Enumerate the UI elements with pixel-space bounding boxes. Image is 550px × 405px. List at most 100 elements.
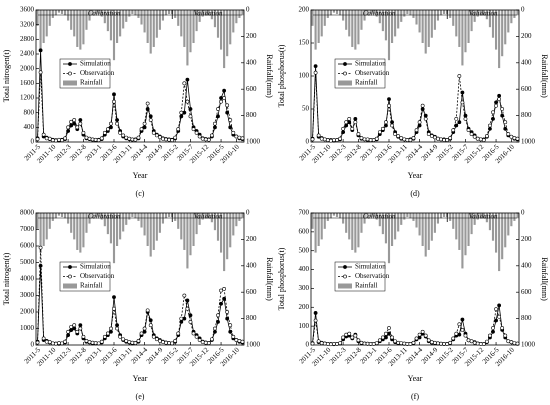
rainfall-bar [60, 10, 64, 14]
series-marker [503, 333, 508, 338]
series-marker [377, 130, 382, 135]
series-marker [420, 103, 425, 108]
legend-marker [68, 62, 72, 66]
rainfall-bar [439, 10, 443, 16]
series-marker [393, 339, 398, 344]
series-marker [448, 136, 453, 140]
rainfall-bar [491, 10, 495, 38]
rainfall-bar [338, 10, 342, 16]
series-marker [142, 121, 147, 126]
y-tick-label: 3200 [20, 20, 35, 28]
series-marker [63, 339, 67, 344]
rainfall-bar [488, 213, 492, 231]
series-marker [222, 88, 227, 93]
legend-marker [343, 71, 347, 76]
series-marker [503, 126, 508, 131]
series-marker [173, 135, 178, 140]
legend-label: Observation [355, 69, 390, 77]
series-marker [191, 331, 196, 336]
rainfall-bar [415, 10, 418, 25]
rainfall-bar [491, 213, 495, 241]
y2-tick-label: 400 [246, 58, 257, 66]
y2-tick-label: 400 [521, 58, 532, 66]
series-marker [213, 121, 217, 126]
series-marker [112, 99, 116, 104]
series-marker [454, 331, 459, 336]
series-marker [463, 333, 468, 338]
rainfall-bar [195, 213, 198, 235]
annotation: Validation [469, 10, 498, 18]
rainfall-bar [235, 10, 238, 24]
rainfall-bar [134, 213, 137, 219]
y-tick-label: 3600 [20, 6, 35, 14]
rainfall-bar [442, 213, 446, 217]
series-marker [384, 335, 388, 340]
series-marker [57, 341, 61, 345]
rainfall-bar [85, 10, 88, 30]
annotation: Calibration [88, 213, 121, 221]
series-marker [442, 138, 446, 142]
rainfall-bar [427, 10, 430, 47]
series-marker [167, 341, 171, 345]
rainfall-bar [504, 10, 507, 45]
rainfall-bar [354, 213, 357, 253]
rainfall-bar [223, 213, 226, 272]
series-marker [179, 316, 184, 321]
rainfall-bar [76, 10, 79, 47]
y-tick-label: 0 [306, 138, 310, 146]
series-marker [219, 288, 223, 293]
series-marker [81, 334, 86, 339]
series-marker [161, 136, 165, 141]
rainfall-bar [82, 213, 85, 248]
series-marker [93, 341, 98, 345]
series-marker [170, 138, 175, 143]
rainfall-bar [140, 10, 143, 25]
rainfall-bar [452, 10, 455, 26]
series-marker [344, 332, 349, 337]
rainfall-bar [192, 10, 195, 43]
y2-tick-label: 800 [521, 314, 532, 322]
series-marker [87, 340, 92, 344]
series-marker [387, 97, 391, 102]
series-marker [216, 114, 220, 119]
series-marker [515, 136, 520, 141]
series-marker [222, 96, 227, 100]
series-marker [466, 338, 471, 343]
y2-axis-label: Rainfall(mm) [265, 54, 274, 98]
series-marker [139, 331, 144, 336]
series-marker [322, 137, 327, 142]
series-marker [145, 308, 150, 313]
rainfall-bar [103, 10, 106, 24]
series-marker [216, 107, 220, 111]
rainfall-bar [186, 10, 189, 66]
y-tick-label: 100 [299, 322, 310, 330]
series-marker [509, 340, 514, 345]
series-marker [472, 134, 477, 139]
y-tick-label: 3000 [20, 291, 35, 299]
rainfall-bar [167, 213, 171, 217]
y2-axis-label: Rainfall(mm) [265, 257, 274, 301]
rainfall-bar [418, 10, 421, 33]
y2-tick-label: 0 [246, 209, 250, 217]
panel-label: (e) [136, 392, 145, 401]
series-marker [368, 138, 373, 142]
series-marker [157, 135, 162, 140]
legend-marker [68, 274, 72, 279]
series-marker [240, 136, 245, 141]
series-marker [426, 132, 431, 136]
series-marker [445, 342, 450, 346]
series-marker [390, 335, 394, 340]
rainfall-bar [470, 213, 473, 235]
rainfall-bar [335, 10, 339, 14]
x-axis-label: Year [408, 171, 423, 180]
rainfall-bar [198, 10, 201, 22]
series-marker [167, 137, 171, 142]
y2-tick-label: 1000 [521, 341, 536, 349]
y2-tick-label: 0 [521, 6, 525, 14]
series-marker [374, 341, 379, 346]
rainfall-bar [164, 10, 168, 16]
series-marker [341, 335, 346, 340]
series-marker [390, 120, 394, 125]
series-marker [497, 97, 502, 102]
y-tick-label: 0 [306, 341, 310, 349]
